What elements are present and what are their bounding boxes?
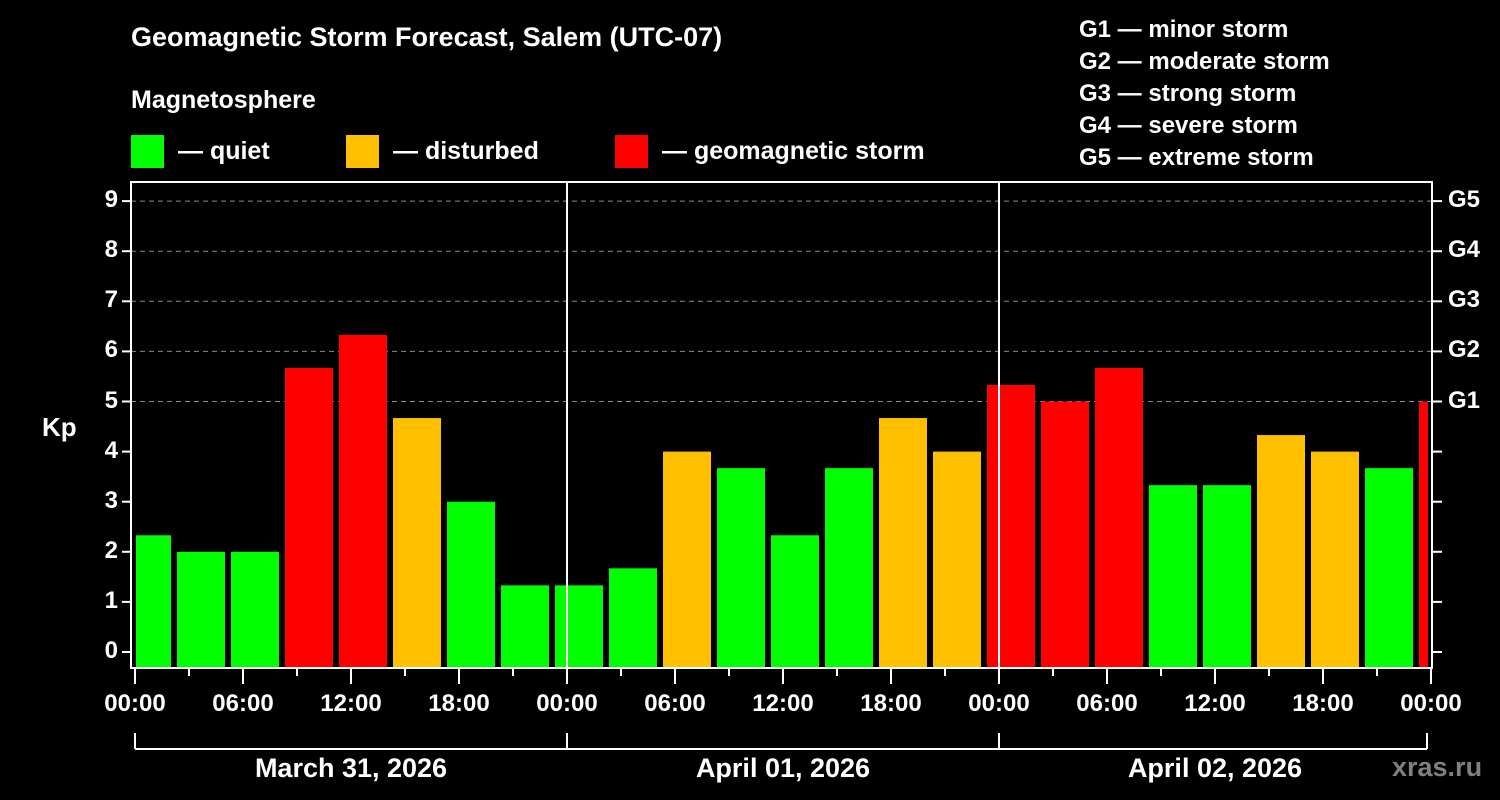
date-label: April 01, 2026	[695, 753, 871, 783]
g-legend-item: G3 — strong storm	[1079, 80, 1297, 107]
g-tick-label: G4	[1448, 236, 1481, 264]
kp-bar	[1365, 468, 1413, 668]
x-tick-label: 06:00	[212, 690, 274, 717]
chart-title: Geomagnetic Storm Forecast, Salem (UTC-0…	[131, 22, 723, 52]
y-tick-label: 2	[104, 536, 118, 564]
kp-bar	[1311, 451, 1359, 668]
kp-bar	[717, 468, 765, 668]
kp-bar	[285, 367, 333, 668]
kp-bar	[231, 551, 279, 668]
legend-swatch-quiet	[131, 134, 164, 168]
g-tick-label: G2	[1448, 336, 1481, 364]
watermark: xras.ru	[1392, 752, 1483, 782]
legend-label-quiet: — quiet	[178, 136, 270, 165]
g-legend-item: G4 — severe storm	[1079, 112, 1298, 139]
date-label: April 02, 2026	[1127, 753, 1303, 783]
x-tick-label: 18:00	[428, 690, 490, 717]
legend-swatch-storm	[615, 134, 648, 168]
y-tick-label: 5	[104, 386, 118, 414]
kp-bar	[1257, 435, 1305, 668]
g-scale-legend: G1 — minor storm G2 — moderate storm G3 …	[1079, 14, 1330, 174]
legend-label-storm: — geomagnetic storm	[662, 136, 925, 165]
kp-bar	[609, 568, 657, 668]
legend-storm: — geomagnetic storm	[615, 134, 925, 168]
y-tick-label: 7	[104, 286, 118, 314]
g-legend-item: G2 — moderate storm	[1079, 48, 1330, 75]
legend-label-disturbed: — disturbed	[393, 136, 539, 165]
kp-bar	[339, 334, 387, 668]
y-axis-label: Kp	[42, 412, 77, 442]
kp-bar	[1149, 485, 1197, 668]
g-tick-label: G1	[1448, 386, 1481, 414]
y-tick-label: 0	[104, 637, 118, 664]
y-tick-label: 3	[104, 486, 118, 514]
kp-bar	[177, 551, 225, 668]
x-tick-label: 00:00	[1400, 690, 1462, 717]
kp-bar	[555, 585, 603, 668]
date-label: March 31, 2026	[254, 753, 448, 783]
kp-bar	[393, 418, 441, 668]
x-tick-label: 12:00	[320, 690, 382, 717]
x-tick-label: 12:00	[752, 690, 814, 717]
g-tick-label: G5	[1448, 186, 1481, 214]
legend-quiet: — quiet	[131, 134, 270, 168]
y-tick-label: 9	[104, 186, 118, 214]
x-tick-label: 18:00	[860, 690, 922, 717]
kp-bar	[501, 585, 549, 668]
kp-bar	[1095, 367, 1143, 668]
x-tick-label: 00:00	[968, 690, 1030, 717]
x-tick-label: 06:00	[644, 690, 706, 717]
x-tick-label: 00:00	[536, 690, 598, 717]
y-tick-label: 8	[104, 236, 118, 264]
g-legend-item: G1 — minor storm	[1079, 16, 1289, 43]
y-tick-label: 4	[104, 436, 118, 464]
kp-bar	[825, 468, 873, 668]
kp-bar	[987, 384, 1035, 668]
kp-bar	[771, 535, 819, 668]
legend-swatch-disturbed	[346, 134, 379, 168]
kp-bar	[933, 451, 981, 668]
kp-bar	[1203, 485, 1251, 668]
x-tick-label: 06:00	[1076, 690, 1138, 717]
kp-bar	[663, 451, 711, 668]
legend-disturbed: — disturbed	[346, 134, 539, 168]
g-tick-label: G3	[1448, 286, 1481, 314]
x-tick-label: 12:00	[1184, 690, 1246, 717]
legend-subtitle: Magnetosphere	[131, 86, 316, 114]
g-legend-item: G5 — extreme storm	[1079, 144, 1314, 171]
kp-bar	[879, 418, 927, 668]
y-tick-label: 1	[104, 586, 118, 614]
kp-bar	[1041, 401, 1089, 668]
kp-bar	[1419, 401, 1428, 668]
plot-frame	[130, 181, 1433, 669]
y-tick-label: 6	[104, 336, 118, 364]
kp-bar	[447, 501, 495, 668]
x-tick-label: 00:00	[104, 690, 166, 717]
x-tick-label: 18:00	[1292, 690, 1354, 717]
kp-bar	[136, 535, 171, 668]
